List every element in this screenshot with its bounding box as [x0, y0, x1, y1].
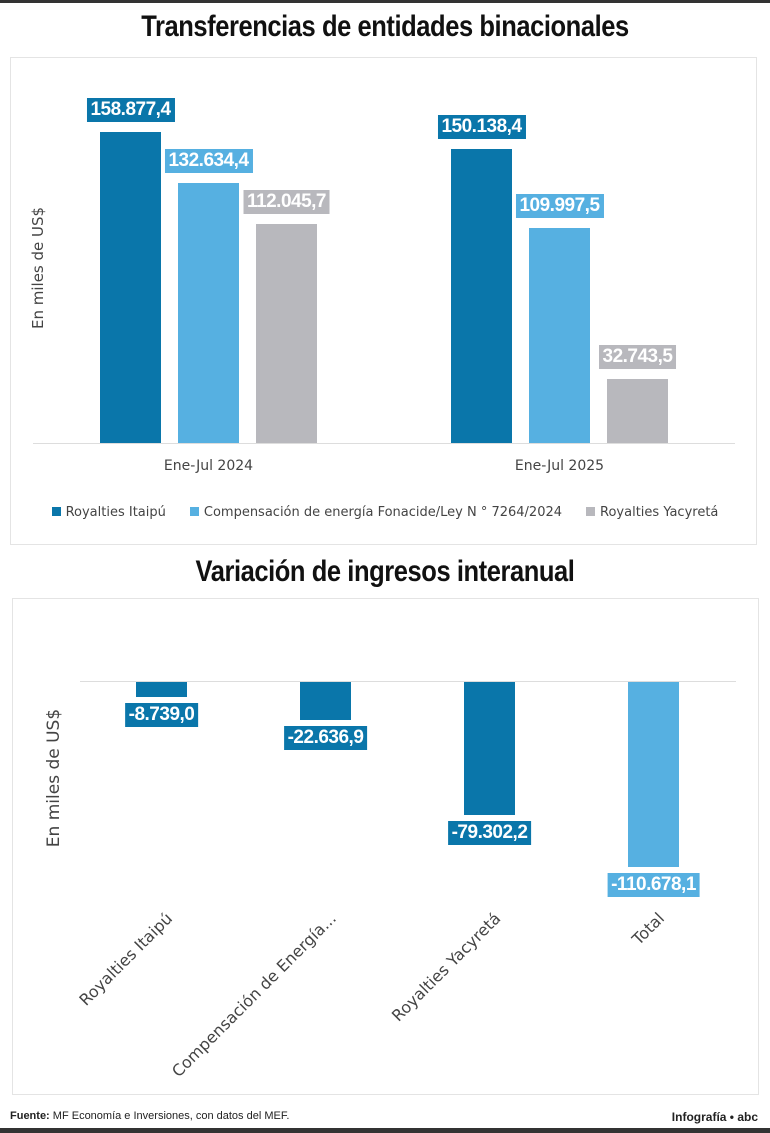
bar	[607, 378, 668, 443]
bar	[136, 682, 187, 697]
bar	[300, 682, 351, 720]
bar	[256, 223, 317, 443]
bar	[178, 183, 239, 443]
data-label: 109.997,5	[515, 193, 604, 218]
data-label: -22.636,9	[283, 725, 368, 750]
legend-label: Royalties Yacyretá	[600, 505, 719, 520]
data-label: 32.743,5	[598, 344, 677, 369]
legend-item: Royalties Itaipú	[51, 505, 166, 520]
data-label: 132.634,4	[164, 149, 253, 174]
legend-swatch	[189, 507, 199, 516]
chart2-ylabel: En miles de US$	[44, 708, 64, 848]
chart2-axis	[80, 681, 736, 682]
data-label: -8.739,0	[124, 702, 199, 727]
legend-label: Royalties Itaipú	[65, 505, 166, 520]
chart1-legend: Royalties Itaipú Compensación de energía …	[0, 505, 770, 520]
legend-label: Compensación de energía Fonacide/Ley N °…	[203, 505, 563, 520]
data-label: -110.678,1	[607, 873, 700, 897]
bar	[100, 132, 161, 443]
bar	[464, 682, 515, 815]
source-label: Fuente:	[10, 1110, 50, 1122]
chart1-title: Transferencias de entidades binacionales	[141, 10, 629, 43]
legend-swatch	[51, 507, 61, 516]
bottom-rule	[0, 1128, 770, 1133]
bar	[451, 149, 512, 443]
source-note: Fuente: MF Economía e Inversiones, con d…	[10, 1110, 289, 1122]
bar	[529, 227, 590, 443]
x-tick-label: Ene-Jul 2025	[514, 458, 605, 474]
legend-swatch	[586, 507, 596, 516]
bar	[628, 682, 679, 867]
data-label: 158.877,4	[86, 98, 175, 122]
chart2-title: Variación de ingresos interanual	[195, 555, 575, 588]
chart1-ylabel: En miles de US$	[29, 206, 47, 329]
legend-item: Royalties Yacyretá	[586, 505, 718, 520]
data-label: -79.302,2	[447, 820, 532, 845]
credit: Infografía • abc	[671, 1110, 758, 1124]
chart1-axis	[33, 443, 735, 444]
legend-item: Compensación de energía Fonacide/Ley N °…	[189, 505, 563, 520]
source-text: MF Economía e Inversiones, con datos del…	[49, 1110, 290, 1122]
x-tick-label: Ene-Jul 2024	[163, 458, 254, 474]
top-rule	[0, 0, 770, 3]
data-label: 112.045,7	[243, 189, 330, 214]
data-label: 150.138,4	[437, 115, 526, 140]
